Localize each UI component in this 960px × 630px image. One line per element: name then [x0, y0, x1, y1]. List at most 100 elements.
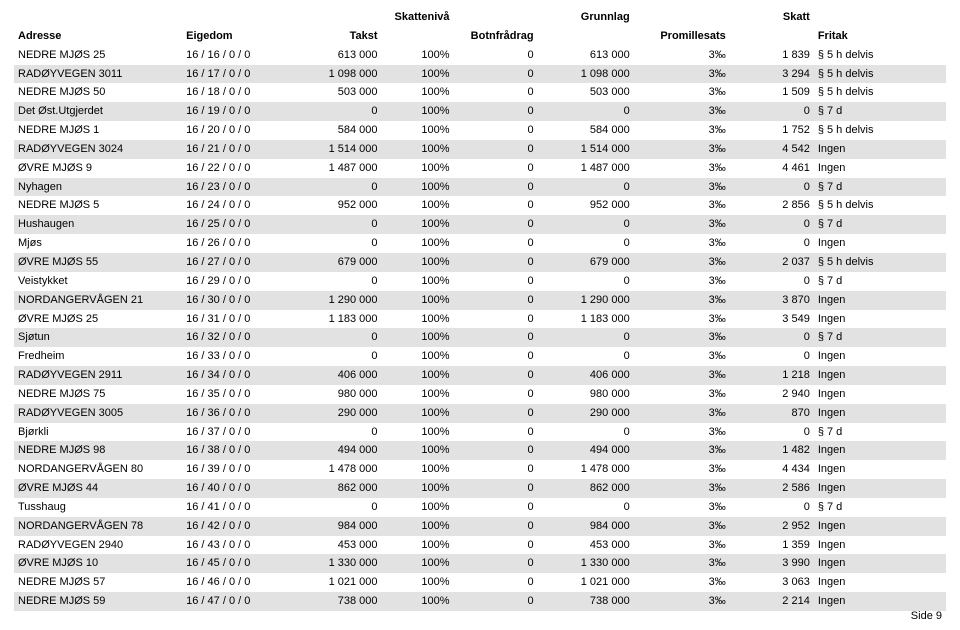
cell-botnfradrag: 0 [454, 253, 538, 272]
cell-grunnlag: 738 000 [538, 592, 634, 611]
cell-grunnlag: 952 000 [538, 196, 634, 215]
table-row: NORDANGERVÅGEN 2116 / 30 / 0 / 01 290 00… [14, 291, 946, 310]
cell-skatt: 3 990 [730, 554, 814, 573]
cell-skatt: 0 [730, 347, 814, 366]
cell-fritak: § 5 h delvis [814, 83, 946, 102]
table-row: NORDANGERVÅGEN 8016 / 39 / 0 / 01 478 00… [14, 460, 946, 479]
col-botnfradrag: Botnfrådrag [454, 27, 538, 46]
cell-skatt: 2 952 [730, 517, 814, 536]
cell-fritak: Ingen [814, 140, 946, 159]
cell-skatt: 3 870 [730, 291, 814, 310]
table-row: NEDRE MJØS 116 / 20 / 0 / 0584 000100%05… [14, 121, 946, 140]
cell-fritak: § 7 d [814, 498, 946, 517]
cell-skatt: 1 839 [730, 46, 814, 65]
cell-adresse: NEDRE MJØS 5 [14, 196, 182, 215]
cell-takst: 862 000 [285, 479, 381, 498]
cell-skatt: 1 752 [730, 121, 814, 140]
cell-grunnlag: 0 [538, 272, 634, 291]
cell-grunnlag: 679 000 [538, 253, 634, 272]
cell-eigedom: 16 / 22 / 0 / 0 [182, 159, 285, 178]
cell-grunnlag: 1 183 000 [538, 310, 634, 329]
page-number: Side 9 [911, 610, 942, 622]
cell-fritak: § 5 h delvis [814, 65, 946, 84]
cell-promillesats: 3‰ [634, 366, 730, 385]
cell-botnfradrag: 0 [454, 479, 538, 498]
cell-skattniva: 100% [382, 253, 454, 272]
cell-fritak: Ingen [814, 404, 946, 423]
cell-promillesats: 3‰ [634, 234, 730, 253]
cell-fritak: § 7 d [814, 102, 946, 121]
cell-eigedom: 16 / 47 / 0 / 0 [182, 592, 285, 611]
cell-promillesats: 3‰ [634, 46, 730, 65]
cell-skattniva: 100% [382, 536, 454, 555]
cell-fritak: Ingen [814, 536, 946, 555]
header-row-bottom: Adresse Eigedom Takst Botnfrådrag Promil… [14, 27, 946, 46]
cell-eigedom: 16 / 32 / 0 / 0 [182, 328, 285, 347]
cell-takst: 1 183 000 [285, 310, 381, 329]
cell-botnfradrag: 0 [454, 441, 538, 460]
cell-fritak: Ingen [814, 573, 946, 592]
header-row-top: Skattenivå Grunnlag Skatt [14, 8, 946, 27]
cell-skattniva: 100% [382, 592, 454, 611]
cell-skattniva: 100% [382, 234, 454, 253]
cell-skatt: 0 [730, 234, 814, 253]
cell-eigedom: 16 / 46 / 0 / 0 [182, 573, 285, 592]
cell-promillesats: 3‰ [634, 498, 730, 517]
cell-eigedom: 16 / 18 / 0 / 0 [182, 83, 285, 102]
table-row: NEDRE MJØS 7516 / 35 / 0 / 0980 000100%0… [14, 385, 946, 404]
cell-promillesats: 3‰ [634, 441, 730, 460]
cell-skattniva: 100% [382, 159, 454, 178]
col-skatt-top: Skatt [730, 8, 814, 27]
cell-grunnlag: 0 [538, 102, 634, 121]
cell-fritak: § 5 h delvis [814, 253, 946, 272]
cell-grunnlag: 406 000 [538, 366, 634, 385]
cell-eigedom: 16 / 20 / 0 / 0 [182, 121, 285, 140]
cell-botnfradrag: 0 [454, 178, 538, 197]
cell-skatt: 0 [730, 272, 814, 291]
cell-botnfradrag: 0 [454, 65, 538, 84]
cell-skatt: 2 037 [730, 253, 814, 272]
cell-adresse: RADØYVEGEN 3011 [14, 65, 182, 84]
cell-grunnlag: 1 290 000 [538, 291, 634, 310]
cell-fritak: Ingen [814, 517, 946, 536]
cell-botnfradrag: 0 [454, 423, 538, 442]
cell-adresse: ØVRE MJØS 25 [14, 310, 182, 329]
cell-skattniva: 100% [382, 347, 454, 366]
cell-promillesats: 3‰ [634, 196, 730, 215]
table-row: Nyhagen16 / 23 / 0 / 00100%003‰0§ 7 d [14, 178, 946, 197]
cell-grunnlag: 0 [538, 328, 634, 347]
cell-fritak: § 7 d [814, 178, 946, 197]
cell-adresse: RADØYVEGEN 3005 [14, 404, 182, 423]
cell-promillesats: 3‰ [634, 460, 730, 479]
cell-grunnlag: 290 000 [538, 404, 634, 423]
cell-eigedom: 16 / 27 / 0 / 0 [182, 253, 285, 272]
cell-adresse: NEDRE MJØS 1 [14, 121, 182, 140]
table-row: RADØYVEGEN 301116 / 17 / 0 / 01 098 0001… [14, 65, 946, 84]
cell-grunnlag: 1 514 000 [538, 140, 634, 159]
cell-skattniva: 100% [382, 140, 454, 159]
cell-eigedom: 16 / 19 / 0 / 0 [182, 102, 285, 121]
cell-takst: 503 000 [285, 83, 381, 102]
cell-promillesats: 3‰ [634, 83, 730, 102]
cell-botnfradrag: 0 [454, 592, 538, 611]
cell-takst: 0 [285, 215, 381, 234]
cell-eigedom: 16 / 31 / 0 / 0 [182, 310, 285, 329]
cell-adresse: NEDRE MJØS 75 [14, 385, 182, 404]
cell-promillesats: 3‰ [634, 102, 730, 121]
cell-skattniva: 100% [382, 573, 454, 592]
cell-promillesats: 3‰ [634, 404, 730, 423]
cell-promillesats: 3‰ [634, 592, 730, 611]
cell-botnfradrag: 0 [454, 234, 538, 253]
cell-fritak: Ingen [814, 310, 946, 329]
table-row: NORDANGERVÅGEN 7816 / 42 / 0 / 0984 0001… [14, 517, 946, 536]
cell-skattniva: 100% [382, 328, 454, 347]
cell-eigedom: 16 / 34 / 0 / 0 [182, 366, 285, 385]
cell-takst: 1 290 000 [285, 291, 381, 310]
cell-adresse: Fredheim [14, 347, 182, 366]
cell-fritak: § 5 h delvis [814, 46, 946, 65]
property-tax-table: Skattenivå Grunnlag Skatt Adresse Eigedo… [14, 8, 946, 611]
col-eigedom: Eigedom [182, 27, 285, 46]
cell-takst: 1 487 000 [285, 159, 381, 178]
cell-grunnlag: 1 487 000 [538, 159, 634, 178]
cell-takst: 0 [285, 102, 381, 121]
